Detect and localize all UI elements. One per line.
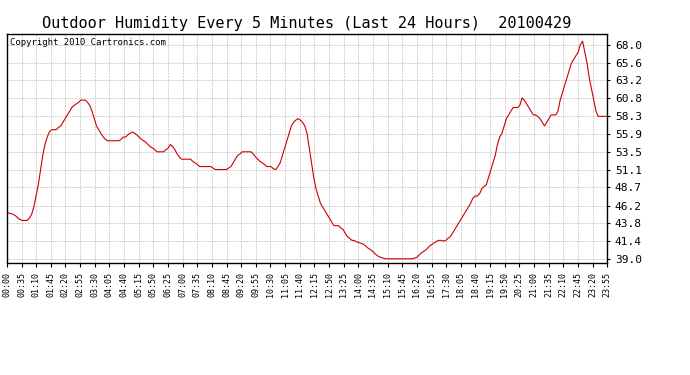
Text: Copyright 2010 Cartronics.com: Copyright 2010 Cartronics.com [10, 38, 166, 47]
Title: Outdoor Humidity Every 5 Minutes (Last 24 Hours)  20100429: Outdoor Humidity Every 5 Minutes (Last 2… [42, 16, 572, 31]
